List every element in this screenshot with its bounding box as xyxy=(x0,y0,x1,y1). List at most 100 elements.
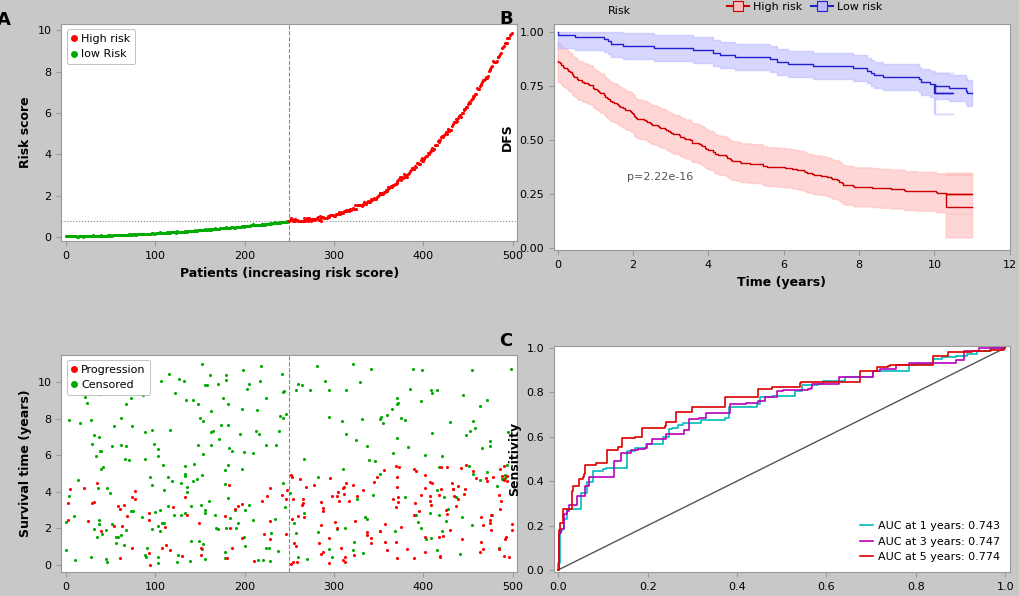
Point xyxy=(79,231,96,241)
Point xyxy=(440,127,457,136)
Point xyxy=(373,189,389,198)
Point xyxy=(168,557,184,567)
Point xyxy=(359,530,375,539)
Point xyxy=(478,73,494,83)
Point xyxy=(274,387,290,396)
Point xyxy=(212,224,228,233)
Point xyxy=(235,222,252,231)
Point xyxy=(342,205,359,215)
Point xyxy=(348,495,365,504)
Point xyxy=(465,416,481,426)
Point xyxy=(489,52,505,62)
Point xyxy=(62,484,78,493)
Point xyxy=(129,229,146,239)
Point xyxy=(408,510,424,520)
Point xyxy=(328,492,344,501)
Point xyxy=(484,61,500,71)
Point xyxy=(67,232,84,241)
Point xyxy=(371,188,387,198)
Point xyxy=(144,229,160,238)
Point xyxy=(331,496,347,505)
Point xyxy=(233,404,250,414)
Point xyxy=(423,533,439,543)
Point xyxy=(345,204,362,214)
Point xyxy=(278,217,294,226)
Point xyxy=(275,218,291,227)
Point xyxy=(172,227,189,237)
Point xyxy=(495,551,512,560)
Point xyxy=(313,520,329,530)
Point xyxy=(404,163,420,172)
Point xyxy=(358,198,374,208)
Point xyxy=(352,377,368,387)
Point xyxy=(309,213,325,223)
Point xyxy=(417,533,433,542)
Point xyxy=(465,466,481,476)
Point xyxy=(432,551,448,561)
Point xyxy=(216,512,232,522)
Point xyxy=(385,180,401,190)
Point xyxy=(286,215,303,224)
Point xyxy=(273,218,289,227)
Point xyxy=(447,501,464,511)
Point xyxy=(388,433,405,443)
Point xyxy=(471,401,487,411)
Point xyxy=(453,534,470,544)
Point xyxy=(417,547,433,557)
Point xyxy=(94,529,110,538)
Point xyxy=(361,455,377,465)
Point xyxy=(152,505,168,515)
Point xyxy=(252,220,268,229)
Point xyxy=(177,227,194,237)
Point xyxy=(57,517,73,526)
Point xyxy=(288,215,305,224)
Point xyxy=(384,494,400,504)
Point xyxy=(152,228,168,237)
Point xyxy=(136,229,152,238)
Point xyxy=(430,137,446,147)
Point xyxy=(93,231,109,240)
Point xyxy=(219,420,235,429)
Point xyxy=(250,220,266,229)
Point xyxy=(298,482,314,492)
Point xyxy=(197,380,213,390)
Point xyxy=(474,77,490,86)
Point xyxy=(491,544,507,554)
Point xyxy=(193,543,209,552)
Point xyxy=(77,367,94,376)
Point xyxy=(107,230,123,240)
AUC at 5 years: 0.774: (1, 1): 0.774: (1, 1) xyxy=(999,344,1011,352)
Point xyxy=(182,226,199,235)
Point xyxy=(449,113,466,123)
Point xyxy=(87,231,103,241)
Point xyxy=(242,221,258,230)
Point xyxy=(110,533,126,542)
Point xyxy=(412,491,428,500)
Point xyxy=(81,232,97,241)
Point xyxy=(284,495,301,504)
Point xyxy=(255,555,271,564)
Point xyxy=(142,229,158,238)
Point xyxy=(374,188,390,198)
Point xyxy=(383,182,399,191)
Point xyxy=(186,459,203,468)
Point xyxy=(123,421,140,430)
Point xyxy=(137,454,153,464)
Point xyxy=(314,212,330,222)
Point xyxy=(191,225,207,235)
Point xyxy=(147,507,163,517)
Point xyxy=(73,232,90,241)
Point xyxy=(171,227,187,237)
Point xyxy=(425,145,441,154)
Point xyxy=(196,225,212,235)
Point xyxy=(453,108,470,117)
Point xyxy=(363,538,379,547)
Point xyxy=(446,117,463,127)
Point xyxy=(109,502,125,511)
Point xyxy=(247,220,263,229)
Point xyxy=(143,229,159,239)
Point xyxy=(478,476,494,486)
Point xyxy=(451,550,468,559)
Point xyxy=(293,501,310,510)
Point xyxy=(428,385,444,395)
